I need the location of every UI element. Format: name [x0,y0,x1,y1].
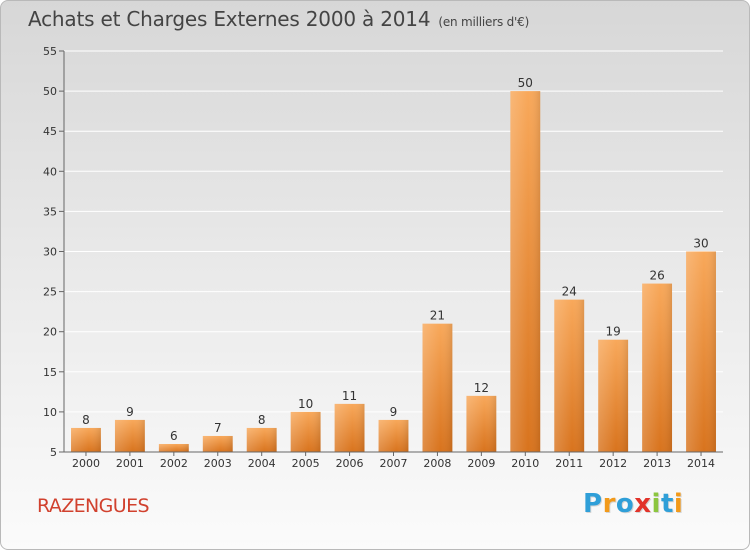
x-tick-label: 2002 [160,457,188,470]
bar-shade [422,323,453,452]
data-label: 8 [82,413,90,427]
chart-title-text: Achats et Charges Externes 2000 à 2014 [28,7,431,31]
bars [71,91,716,452]
y-tick-label: 20 [43,326,57,339]
bar-shade [510,91,541,452]
y-tick-label: 15 [43,366,57,379]
y-tick-label: 5 [50,446,57,459]
y-tick-label: 35 [43,205,57,218]
x-tick-label: 2004 [248,457,276,470]
x-tick-label: 2003 [204,457,232,470]
x-tick-label: 2012 [599,457,627,470]
bar-shade [334,403,365,452]
y-tick-label: 40 [43,165,57,178]
logo-letter: x [634,489,652,519]
data-label: 19 [606,325,621,339]
proxiti-logo: Proxiti [583,489,683,519]
data-label: 11 [342,389,357,403]
y-tick-label: 25 [43,286,57,299]
axes [59,50,723,456]
logo-letter: P [583,489,603,519]
logo-letter: i [673,489,684,519]
chart-subtitle: (en milliers d'€) [438,15,530,29]
y-tick-label: 55 [43,45,57,58]
data-label: 9 [126,405,134,419]
y-tick-label: 45 [43,125,57,138]
x-tick-label: 2009 [467,457,495,470]
bar-shade [158,443,189,452]
x-tick-label: 2001 [116,457,144,470]
x-tick-label: 2013 [643,457,671,470]
data-label: 10 [298,397,313,411]
bar-shade [378,419,409,452]
data-label: 9 [390,405,398,419]
data-label: 6 [170,429,178,443]
data-label: 21 [430,309,445,323]
place-name: RAZENGUES [37,495,150,517]
bar-shade [686,251,716,452]
chart-title: Achats et Charges Externes 2000 à 2014 (e… [28,7,529,31]
data-label: 24 [562,285,577,299]
bar-shade [202,435,233,452]
logo-letter: o [615,489,635,519]
data-label: 30 [693,237,708,251]
x-tick-label: 2008 [423,457,451,470]
bar-shade [554,299,585,452]
labels: 5 10 15 20 25 30 35 40 45 50 55 2000 8 2001 9 2002 6 2003… [43,45,715,470]
data-label: 7 [214,421,222,435]
x-tick-label: 2014 [687,457,715,470]
bar-shade [246,427,277,452]
bar-shade [290,411,321,452]
logo-letter: i [651,489,661,519]
x-tick-label: 2005 [292,457,320,470]
logo-letter: r [602,489,616,519]
logo-letter: t [660,489,674,519]
data-label: 12 [474,381,489,395]
y-tick-label: 30 [43,246,57,259]
y-tick-label: 10 [43,406,57,419]
bar-shade [114,419,145,452]
data-label: 26 [649,269,664,283]
bar-shade [642,283,673,452]
bar-shade [598,339,629,452]
y-tick-label: 50 [43,85,57,98]
x-tick-label: 2000 [72,457,100,470]
x-tick-label: 2010 [511,457,539,470]
x-tick-label: 2007 [380,457,408,470]
bar-shade [466,395,497,452]
bar-shade [71,427,101,452]
data-label: 50 [518,76,533,90]
x-tick-label: 2006 [336,457,364,470]
data-label: 8 [258,413,266,427]
x-tick-label: 2011 [555,457,583,470]
